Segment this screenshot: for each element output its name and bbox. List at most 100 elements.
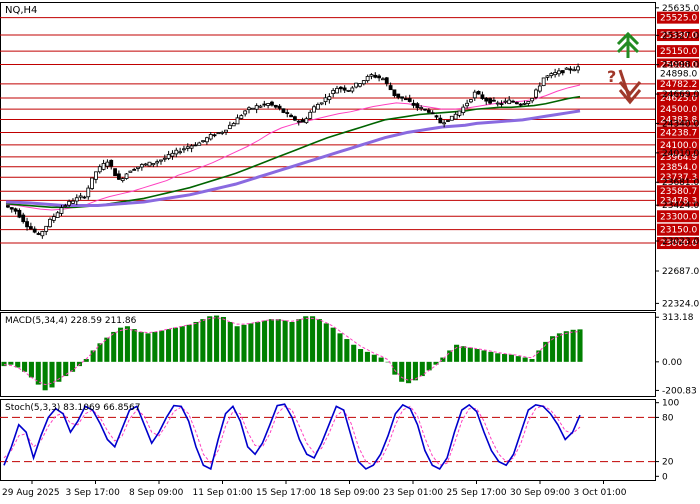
candle-body [423,108,427,111]
macd-bar [104,337,110,362]
candle-body [74,197,79,202]
macd-bar [289,321,295,362]
level-label-bg [657,58,699,71]
level-label: 23737.3 [660,173,697,183]
macd-bar [138,331,144,362]
candle-body [189,145,194,149]
candle-body [354,82,359,88]
candle-body [457,110,462,116]
candle-body [568,68,573,71]
candle-body [476,90,481,95]
stochastic-title: Stoch(5,3,3) 83.1069 66.8567 [5,403,140,413]
macd-bar [255,321,261,362]
macd-panel: 313.18 0.00 -200.83 MACD(5,34,4) 228.59 21… [1,313,697,396]
macd-bar [131,329,137,362]
candle-body [495,102,500,105]
candle-body [262,103,267,106]
price-axis: 25635.0 25327.0 24998.0 24669.0 24340.0 24010… [655,4,699,309]
macd-bar [344,339,350,362]
candle-body [13,208,18,212]
macd-bar [419,361,425,377]
macd-bar [118,327,124,362]
time-tick-label: 18 Sep 09:00 [320,488,380,498]
candle-body [296,120,301,123]
candle-body [335,87,339,94]
macd-bar [522,357,528,362]
macd-bar [186,324,192,362]
stochastic-tick-label: 20 [662,458,674,468]
candle-body [51,216,56,221]
candle-body [553,72,558,76]
candle-body [358,83,362,87]
candle-body [285,112,290,114]
candle-body [174,149,179,155]
candle-body [185,146,190,149]
macd-bar [529,358,535,362]
macd-bar [460,346,466,362]
macd-bar [323,323,329,362]
stochastic-tick-label: 100 [662,399,679,409]
level-label-bg [657,194,699,207]
level-label: 24383.8 [660,116,697,126]
macd-bar [447,350,453,362]
candle-body [178,151,183,154]
candle-body [139,164,144,168]
macd-bar [358,349,364,362]
time-tick-label: 3 Sep 17:00 [66,488,121,498]
candle-body [71,200,75,204]
level-label: 24625.0 [660,94,697,104]
candle-body [9,207,14,210]
macd-bar [193,321,199,362]
candle-body [403,98,408,101]
macd-bar [70,361,76,372]
time-tick-label: 29 Aug 2025 [2,488,60,498]
macd-bar [474,349,480,362]
stochastic-axis: 100 80 20 0 [655,399,679,482]
time-tick-label: 11 Sep 01:00 [193,488,253,498]
level-label: 24500.0 [660,105,697,115]
candle-body [136,166,140,169]
time-tick-label: 30 Sep 09:00 [510,488,570,498]
panel-frame [0,399,656,481]
candle-body [327,96,332,101]
candle-body [564,67,569,70]
level-label: 25150.0 [660,47,697,57]
macd-bar [8,361,14,365]
stochastic-levels [0,416,655,463]
macd-bar [282,320,288,362]
current-price-label: 24898.0 [660,70,697,80]
candle-body [507,99,512,105]
candle-body [220,131,225,134]
candle-body [25,221,29,228]
candle-body [503,100,508,103]
macd-bar [83,358,89,362]
candle-body [373,74,378,78]
candle-body [557,70,561,75]
macd-bar [550,336,556,362]
macd-bar [316,319,322,362]
level-label: 23000.0 [660,239,697,249]
macd-tick-label: -200.83 [662,386,697,396]
level-label-bg [657,150,699,163]
macd-bar [35,361,41,385]
candle-body [350,87,355,92]
candle-body [319,102,324,105]
candle-body [36,233,41,235]
stochastic-main-line [3,403,581,471]
level-label-bg [657,237,699,250]
candle-body [488,98,492,104]
candle-body [346,89,351,92]
macd-bar [495,353,501,362]
macd-bar [172,327,178,362]
candle-body [419,107,424,109]
candle-body [216,132,221,135]
macd-title: MACD(5,34,4) 228.59 211.86 [5,316,137,326]
moving-averages [5,84,581,211]
candle-body [304,118,309,124]
candle-body [48,218,52,228]
candle-body [365,76,370,82]
candle-body [541,77,546,87]
candle-body [59,207,64,214]
candle-body [526,101,531,104]
